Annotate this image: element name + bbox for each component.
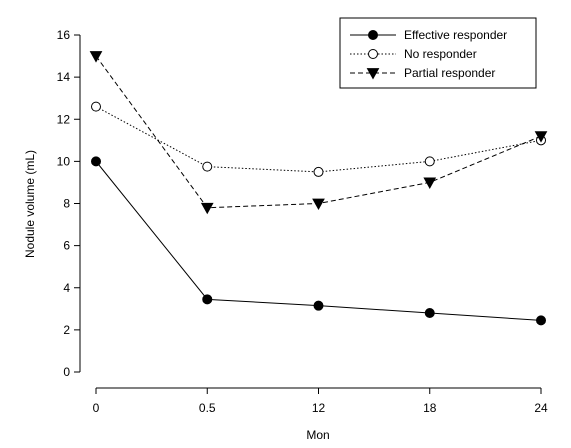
data-point xyxy=(536,315,546,326)
data-point xyxy=(91,101,101,112)
y-tick-label: 16 xyxy=(57,28,71,42)
data-point xyxy=(313,300,324,311)
y-tick-label: 14 xyxy=(57,70,71,84)
legend-marker xyxy=(368,49,378,59)
x-tick-label: 18 xyxy=(423,401,437,415)
data-point xyxy=(91,156,101,167)
y-tick-label: 8 xyxy=(63,197,70,211)
series-3 xyxy=(89,51,548,215)
x-axis-label: Mon xyxy=(306,428,329,442)
legend-marker xyxy=(366,68,380,80)
legend-label: Effective responder xyxy=(404,28,507,42)
legend-marker xyxy=(368,30,378,40)
series-2 xyxy=(91,101,546,177)
y-tick-label: 6 xyxy=(63,239,70,253)
data-point xyxy=(423,177,437,189)
legend-item: Partial responder xyxy=(350,66,495,80)
series-line xyxy=(95,106,542,173)
x-tick-label: 12 xyxy=(312,401,326,415)
x-tick-label: 24 xyxy=(534,401,548,415)
x-ticks: 0 0.5 12 18 24 xyxy=(93,388,548,415)
y-tick-label: 4 xyxy=(63,281,70,295)
legend: Effective responder No responder Partial r… xyxy=(339,17,537,89)
y-tick-label: 10 xyxy=(57,154,71,168)
data-point xyxy=(202,294,213,305)
series-line xyxy=(95,161,542,321)
data-point xyxy=(534,131,548,143)
y-tick-label: 0 xyxy=(63,365,70,379)
series-1 xyxy=(91,156,546,326)
legend-item: Effective responder xyxy=(350,28,507,42)
legend-label: No responder xyxy=(404,47,477,61)
series-layer xyxy=(89,51,548,326)
legend-label: Partial responder xyxy=(404,66,495,80)
y-axis-label: Nodule volume (mL) xyxy=(23,150,37,258)
y-ticks: 0 2 4 6 8 10 12 14 16 xyxy=(57,28,80,379)
x-tick-label: 0.5 xyxy=(199,401,216,415)
x-tick-label: 0 xyxy=(93,401,100,415)
data-point xyxy=(89,51,103,63)
data-point xyxy=(424,308,435,319)
data-point xyxy=(202,161,213,172)
data-point xyxy=(312,198,325,211)
y-tick-label: 2 xyxy=(63,323,70,337)
y-tick-label: 12 xyxy=(57,112,71,126)
legend-item: No responder xyxy=(350,47,477,61)
data-point xyxy=(424,156,435,167)
data-point xyxy=(313,166,324,177)
data-point xyxy=(200,202,214,215)
